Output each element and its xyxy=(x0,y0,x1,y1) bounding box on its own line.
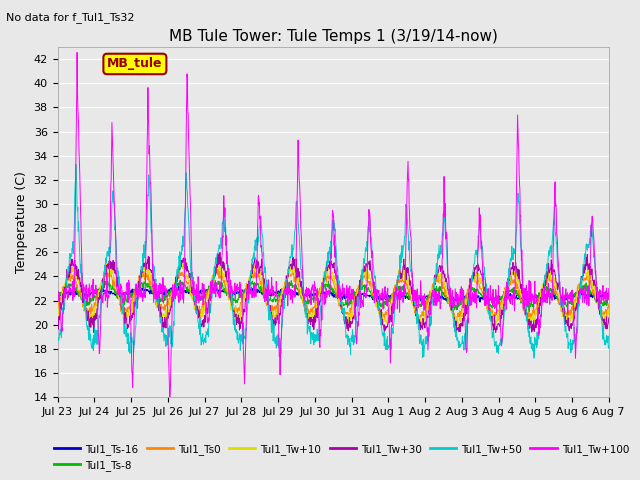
Title: MB Tule Tower: Tule Temps 1 (3/19/14-now): MB Tule Tower: Tule Temps 1 (3/19/14-now… xyxy=(169,29,497,44)
Text: No data for f_Tul1_Ts32: No data for f_Tul1_Ts32 xyxy=(6,12,135,23)
Legend: Tul1_Ts-16, Tul1_Ts-8, Tul1_Ts0, Tul1_Tw+10, Tul1_Tw+30, Tul1_Tw+50, Tul1_Tw+100: Tul1_Ts-16, Tul1_Ts-8, Tul1_Ts0, Tul1_Tw… xyxy=(50,439,633,475)
Y-axis label: Temperature (C): Temperature (C) xyxy=(15,171,28,273)
Text: MB_tule: MB_tule xyxy=(107,58,163,71)
